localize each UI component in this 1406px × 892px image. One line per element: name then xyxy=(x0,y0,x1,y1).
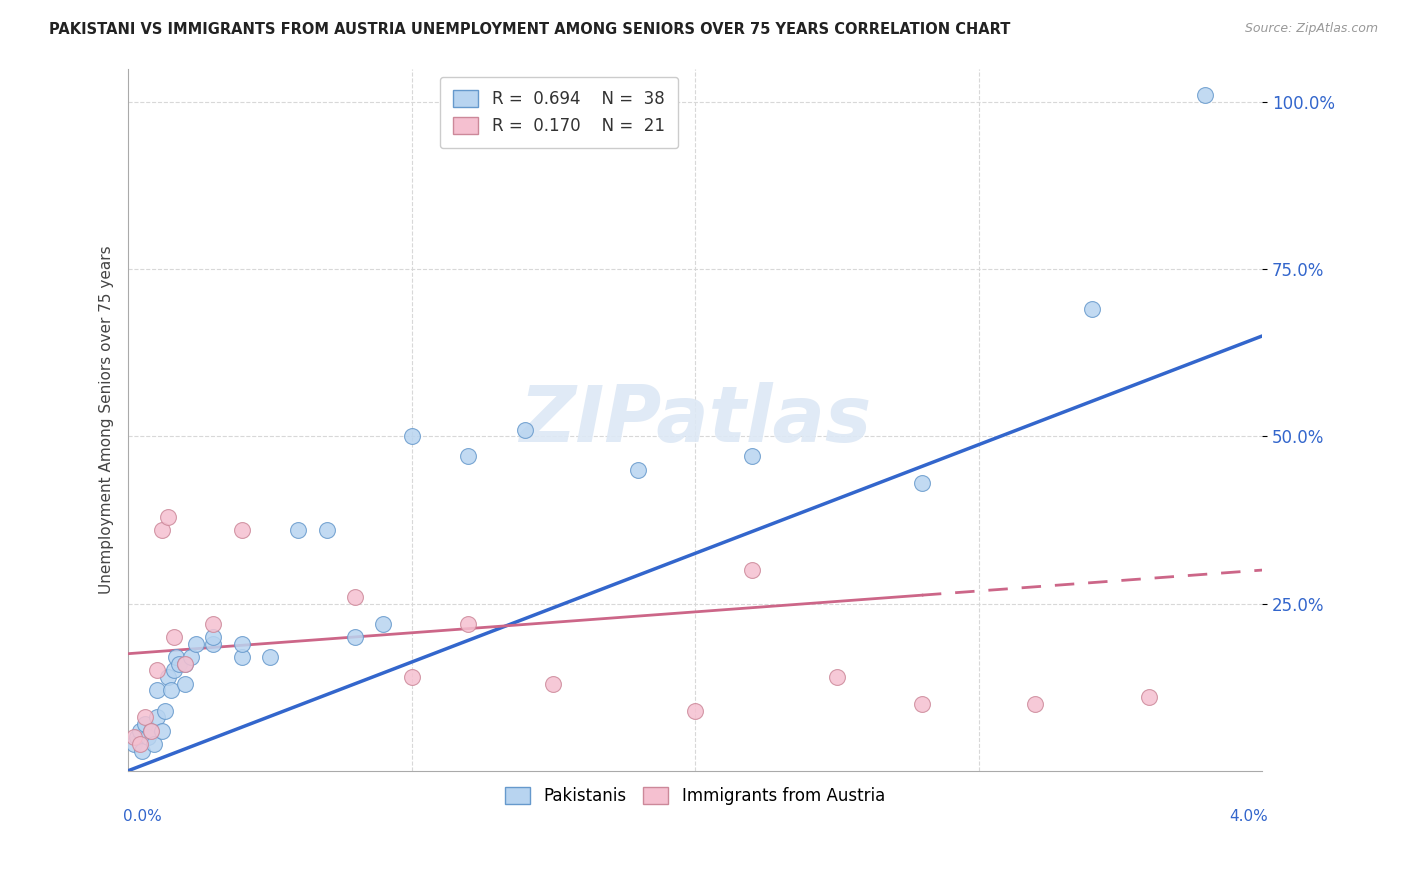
Point xyxy=(1024,697,1046,711)
Point xyxy=(165,650,187,665)
Point xyxy=(1194,88,1216,103)
Text: 0.0%: 0.0% xyxy=(122,809,162,824)
Point xyxy=(373,616,395,631)
Point xyxy=(162,664,184,678)
Text: PAKISTANI VS IMMIGRANTS FROM AUSTRIA UNEMPLOYMENT AMONG SENIORS OVER 75 YEARS CO: PAKISTANI VS IMMIGRANTS FROM AUSTRIA UNE… xyxy=(49,22,1011,37)
Point xyxy=(145,710,167,724)
Point xyxy=(401,429,423,443)
Point xyxy=(136,731,159,745)
Point xyxy=(343,630,366,644)
Point xyxy=(315,523,337,537)
Point xyxy=(457,450,479,464)
Point xyxy=(162,630,184,644)
Point xyxy=(156,509,179,524)
Point xyxy=(741,450,763,464)
Point xyxy=(174,657,197,671)
Point xyxy=(231,650,253,665)
Point xyxy=(911,476,934,491)
Point xyxy=(457,616,479,631)
Point xyxy=(128,737,150,751)
Point xyxy=(513,423,536,437)
Point xyxy=(259,650,281,665)
Point xyxy=(174,677,197,691)
Point xyxy=(134,710,156,724)
Point xyxy=(401,670,423,684)
Point xyxy=(145,683,167,698)
Text: 4.0%: 4.0% xyxy=(1229,809,1268,824)
Point xyxy=(142,737,165,751)
Text: Source: ZipAtlas.com: Source: ZipAtlas.com xyxy=(1244,22,1378,36)
Legend: Pakistanis, Immigrants from Austria: Pakistanis, Immigrants from Austria xyxy=(499,780,891,812)
Point xyxy=(156,670,179,684)
Point xyxy=(683,704,706,718)
Point xyxy=(741,563,763,577)
Point xyxy=(287,523,309,537)
Point xyxy=(343,590,366,604)
Point xyxy=(543,677,565,691)
Y-axis label: Unemployment Among Seniors over 75 years: Unemployment Among Seniors over 75 years xyxy=(100,245,114,594)
Point xyxy=(911,697,934,711)
Point xyxy=(139,723,162,738)
Point xyxy=(231,637,253,651)
Point xyxy=(186,637,208,651)
Point xyxy=(150,523,173,537)
Point xyxy=(122,731,145,745)
Point xyxy=(125,731,148,745)
Point xyxy=(169,657,191,671)
Point xyxy=(139,723,162,738)
Point xyxy=(825,670,848,684)
Point xyxy=(202,616,225,631)
Point xyxy=(1137,690,1160,705)
Text: ZIPatlas: ZIPatlas xyxy=(519,382,872,458)
Point xyxy=(174,657,197,671)
Point xyxy=(131,744,153,758)
Point xyxy=(145,664,167,678)
Point xyxy=(1081,302,1104,317)
Point xyxy=(159,683,181,698)
Point xyxy=(231,523,253,537)
Point xyxy=(180,650,202,665)
Point xyxy=(134,717,156,731)
Point xyxy=(128,723,150,738)
Point xyxy=(122,737,145,751)
Point xyxy=(153,704,176,718)
Point xyxy=(202,637,225,651)
Point xyxy=(150,723,173,738)
Point xyxy=(627,463,650,477)
Point xyxy=(202,630,225,644)
